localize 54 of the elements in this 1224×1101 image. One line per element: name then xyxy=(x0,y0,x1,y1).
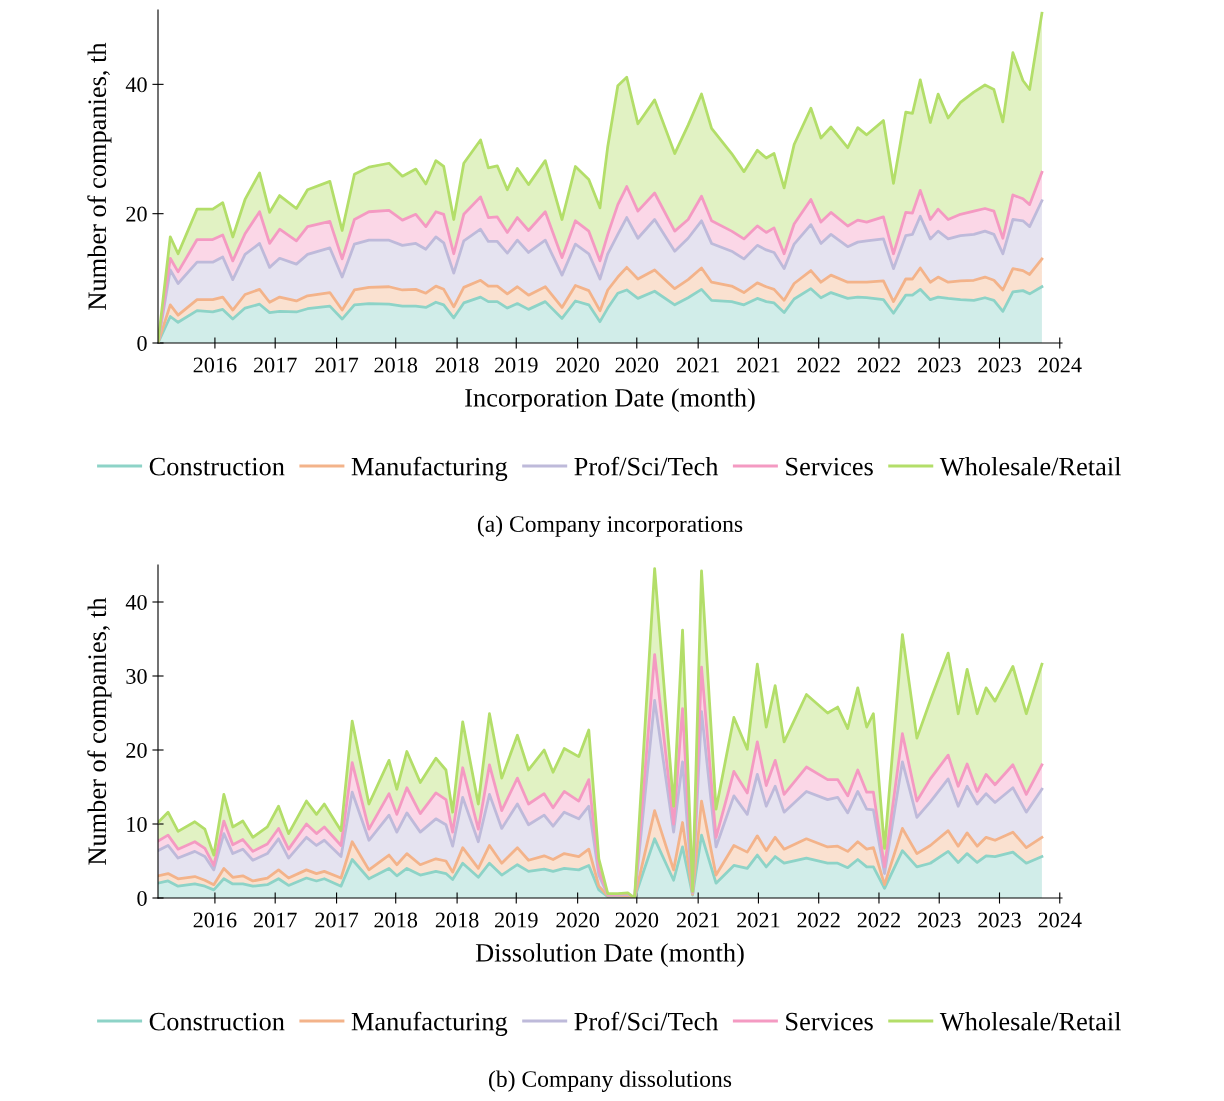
x-tick-label: 2017 xyxy=(315,357,359,373)
x-tick-label: 2019 xyxy=(495,912,538,928)
y-tick-label: 40 xyxy=(125,594,147,610)
x-axis-title: Dissolution Date (month) xyxy=(475,943,744,968)
legend-label: Construction xyxy=(149,457,285,476)
x-tick-label: 2022 xyxy=(857,357,900,373)
text: (a) Company incorporations xyxy=(477,515,743,537)
x-tick-label: 2021 xyxy=(676,912,720,928)
x-tick-label: 2021 xyxy=(676,357,720,373)
x-tick-label: 2023 xyxy=(917,357,961,373)
x-tick-label: 2018 xyxy=(435,912,479,928)
x-tick-label: 2024 xyxy=(1038,357,1082,373)
x-tick-label: 2022 xyxy=(797,357,840,373)
legend-label: Wholesale/Retail xyxy=(939,456,1121,476)
y-tick-label: 30 xyxy=(126,668,147,684)
x-tick-label: 2020 xyxy=(615,357,659,373)
x-tick-label: 2023 xyxy=(978,357,1021,373)
y-tick-label: 0 xyxy=(137,890,147,906)
legend-label: Manufacturing xyxy=(351,1011,508,1036)
x-tick-label: 2016 xyxy=(193,912,237,928)
x-tick-label: 2024 xyxy=(1038,912,1082,928)
legend-label: Construction xyxy=(149,1012,285,1031)
legend-label: Wholesale/Retail xyxy=(939,1011,1121,1031)
legend-label: Manufacturing xyxy=(351,456,508,481)
x-tick-label: 2017 xyxy=(315,912,359,928)
x-tick-label: 2018 xyxy=(374,912,418,928)
x-tick-label: 2023 xyxy=(917,912,961,928)
x-tick-label: 2023 xyxy=(978,912,1021,928)
x-tick-label: 2018 xyxy=(435,357,479,373)
y-axis-title: Number of companies, th xyxy=(87,42,112,310)
x-tick-label: 2022 xyxy=(797,912,840,928)
legend-label: Prof/Sci/Tech xyxy=(574,456,719,476)
legend-label: Prof/Sci/Tech xyxy=(574,1011,719,1031)
x-axis-title: Incorporation Date (month) xyxy=(465,388,755,413)
x-tick-label: 2022 xyxy=(857,912,900,928)
x-tick-label: 2017 xyxy=(253,912,297,928)
legend-label: Services xyxy=(786,1012,873,1031)
y-tick-label: 40 xyxy=(125,77,147,93)
x-tick-label: 2020 xyxy=(556,912,600,928)
x-tick-label: 2021 xyxy=(737,912,780,928)
text: (b) Company dissolutions xyxy=(489,1070,732,1092)
x-tick-label: 2016 xyxy=(193,357,237,373)
x-tick-label: 2017 xyxy=(253,357,297,373)
y-axis-title: Number of companies, th xyxy=(87,597,112,865)
legend-label: Services xyxy=(786,457,873,476)
y-tick-label: 20 xyxy=(126,742,147,758)
x-tick-label: 2018 xyxy=(374,357,418,373)
y-tick-label: 0 xyxy=(137,335,147,351)
x-tick-label: 2020 xyxy=(556,357,600,373)
x-tick-label: 2020 xyxy=(615,912,659,928)
x-tick-label: 2021 xyxy=(737,357,780,373)
y-tick-label: 10 xyxy=(127,816,147,832)
y-tick-label: 20 xyxy=(126,206,147,222)
x-tick-label: 2019 xyxy=(495,357,538,373)
